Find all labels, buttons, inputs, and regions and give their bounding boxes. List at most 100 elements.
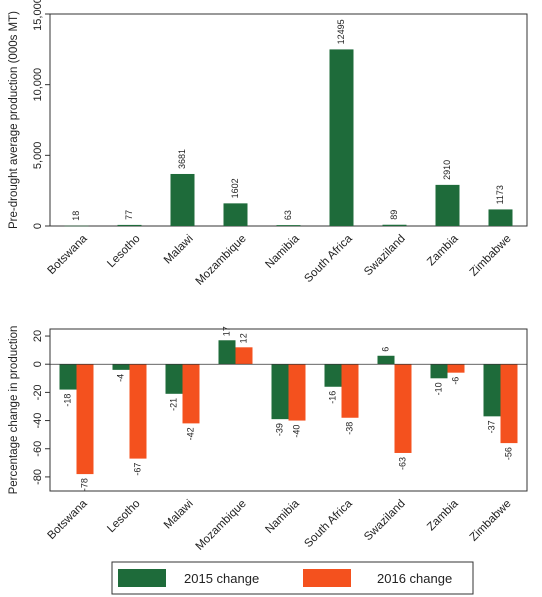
change-category-swaziland: Swaziland <box>362 498 408 544</box>
production-bar-mozambique <box>223 203 248 226</box>
change-chart: Percentage change in production -80-60-4… <box>8 326 528 553</box>
change-bar-2016-change-south-africa <box>341 364 359 418</box>
change-category-malawi: Malawi <box>162 498 196 532</box>
change-data-label-2016-change-malawi: -42 <box>185 427 195 440</box>
change-y-tick-label: -60 <box>32 441 44 457</box>
production-data-label-mozambique: 1602 <box>230 178 240 198</box>
production-y-axis-label: Pre-drought average production (000s MT) <box>8 11 20 229</box>
change-data-label-2016-change-zimbabwe: -56 <box>503 447 513 460</box>
change-category-zambia: Zambia <box>425 497 461 533</box>
change-y-tick-label: -20 <box>32 384 44 400</box>
legend-label-2015: 2015 change <box>184 571 259 586</box>
production-bar-malawi <box>170 173 195 226</box>
change-y-tick-label: 0 <box>32 361 44 367</box>
legend: 2015 change 2016 change <box>111 561 474 595</box>
change-bars <box>50 340 527 475</box>
change-bar-2016-change-zimbabwe <box>500 364 518 444</box>
production-data-label-south-africa: 12495 <box>336 19 346 44</box>
change-bar-2016-change-swaziland <box>394 364 412 453</box>
legend-swatch-2015 <box>118 569 166 587</box>
change-data-labels: -18 -78 -4 -67 -21 -42 17 12 -39 -40 -16 -38 6 -63 -10… <box>62 326 513 491</box>
production-bar-south-africa <box>329 49 354 227</box>
change-y-tick-label: 20 <box>32 330 44 342</box>
production-category-swaziland: Swaziland <box>362 233 408 279</box>
production-bar-swaziland <box>382 224 407 226</box>
change-data-label-2016-change-namibia: -40 <box>291 425 301 438</box>
production-category-zambia: Zambia <box>425 232 461 268</box>
change-data-label-2015-change-zimbabwe: -37 <box>486 420 496 433</box>
change-bar-2016-change-lesotho <box>129 364 147 459</box>
change-bar-2015-change-mozambique <box>218 340 236 365</box>
production-bar-lesotho <box>117 224 142 226</box>
change-y-tick-label: -40 <box>32 413 44 429</box>
production-category-lesotho: Lesotho <box>105 233 142 270</box>
change-bar-2015-change-malawi <box>165 364 183 394</box>
change-data-label-2016-change-south-africa: -38 <box>344 422 354 435</box>
change-bar-2015-change-south-africa <box>324 364 342 387</box>
change-bar-2016-change-botswana <box>76 364 94 475</box>
change-plot-frame <box>49 328 528 492</box>
change-data-label-2015-change-mozambique: 17 <box>221 326 231 336</box>
change-bar-2016-change-zambia <box>447 364 465 373</box>
legend-swatch-2016 <box>303 569 351 587</box>
production-bar-botswana <box>64 225 89 227</box>
legend-box <box>111 561 474 595</box>
change-category-mozambique: Mozambique <box>194 498 249 553</box>
production-category-malawi: Malawi <box>162 233 196 267</box>
production-bar-zimbabwe <box>488 209 513 226</box>
change-bar-2015-change-swaziland <box>377 355 395 365</box>
change-data-label-2016-change-zambia: -6 <box>450 377 460 385</box>
production-data-label-zambia: 2910 <box>442 160 452 180</box>
change-data-label-2015-change-swaziland: 6 <box>380 347 390 352</box>
production-data-labels: 18 77 3681 1602 63 12495 89 2910 1173 <box>71 19 505 220</box>
production-data-label-namibia: 63 <box>283 210 293 220</box>
change-bar-2016-change-namibia <box>288 364 306 421</box>
legend-label-2016: 2016 change <box>377 571 452 586</box>
change-y-tick-label: -80 <box>32 469 44 485</box>
change-bar-2015-change-lesotho <box>112 364 130 370</box>
production-category-mozambique: Mozambique <box>194 233 249 288</box>
change-bar-2015-change-zambia <box>430 364 448 379</box>
production-y-tick-label: 10,000 <box>32 68 44 102</box>
change-data-label-2016-change-mozambique: 12 <box>238 333 248 343</box>
production-bars <box>64 49 513 227</box>
production-category-namibia: Namibia <box>263 232 302 271</box>
change-data-label-2015-change-malawi: -21 <box>168 398 178 411</box>
production-y-tick-label: 15,000 <box>32 0 44 31</box>
change-data-label-2015-change-lesotho: -4 <box>115 374 125 382</box>
change-bar-2015-change-namibia <box>271 364 289 420</box>
production-chart: Pre-drought average production (000s MT)… <box>8 0 528 288</box>
change-data-label-2015-change-namibia: -39 <box>274 423 284 436</box>
change-bar-2015-change-botswana <box>59 364 77 390</box>
production-data-label-malawi: 3681 <box>177 149 187 169</box>
production-y-tick-label: 5,000 <box>32 142 44 170</box>
production-data-label-botswana: 18 <box>71 211 81 221</box>
change-data-label-2015-change-zambia: -10 <box>433 382 443 395</box>
change-category-south-africa: South Africa <box>302 497 355 550</box>
change-bar-2016-change-malawi <box>182 364 200 424</box>
change-data-label-2016-change-botswana: -78 <box>79 478 89 491</box>
change-category-namibia: Namibia <box>263 497 302 536</box>
change-bar-2016-change-mozambique <box>235 347 253 365</box>
production-category-botswana: Botswana <box>46 232 91 277</box>
production-data-label-swaziland: 89 <box>389 210 399 220</box>
production-category-south-africa: South Africa <box>302 232 355 285</box>
change-y-axis-label: Percentage change in production <box>8 326 20 495</box>
production-y-ticks: 0 5,000 10,000 15,000 <box>32 0 50 229</box>
production-bar-namibia <box>276 225 301 226</box>
change-data-label-2015-change-south-africa: -16 <box>327 391 337 404</box>
change-data-label-2016-change-lesotho: -67 <box>132 463 142 476</box>
change-category-botswana: Botswana <box>46 497 91 542</box>
production-bar-zambia <box>435 184 460 226</box>
production-category-zimbabwe: Zimbabwe <box>468 233 514 279</box>
production-data-label-lesotho: 77 <box>124 210 134 220</box>
change-data-label-2016-change-swaziland: -63 <box>397 457 407 470</box>
change-data-label-2015-change-botswana: -18 <box>62 394 72 407</box>
production-data-label-zimbabwe: 1173 <box>495 185 505 204</box>
change-category-zimbabwe: Zimbabwe <box>468 498 514 544</box>
change-bar-2015-change-zimbabwe <box>483 364 501 417</box>
change-category-lesotho: Lesotho <box>105 498 142 535</box>
